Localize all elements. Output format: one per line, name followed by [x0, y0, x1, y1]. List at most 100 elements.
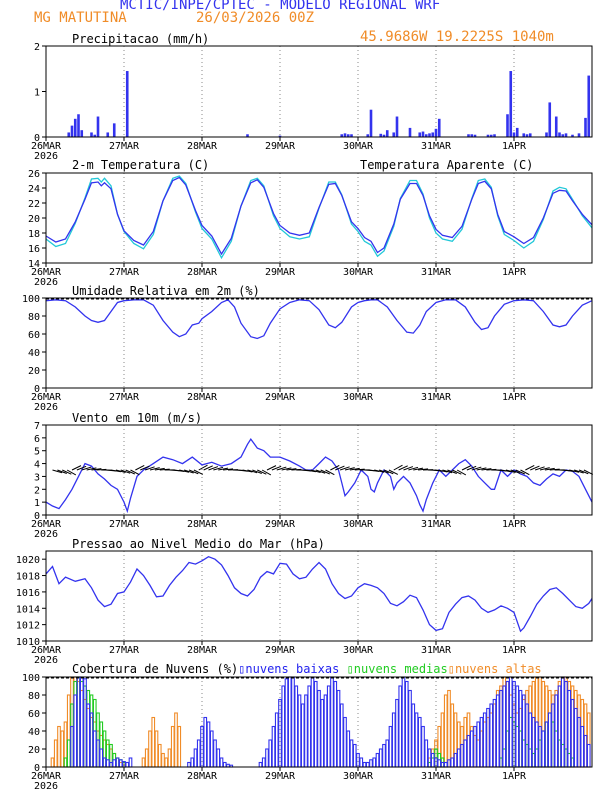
- wind-barb: [110, 469, 121, 473]
- low-cloud-bar: [365, 761, 370, 768]
- day-label: 28MAR: [187, 267, 218, 278]
- wind-barb: [91, 468, 102, 471]
- y-tick-label: 1010: [16, 637, 40, 648]
- wind-barb: [193, 469, 204, 475]
- precip-bar: [385, 130, 389, 137]
- low-cloud-bar: [73, 694, 78, 768]
- low-cloud-bar: [398, 685, 403, 768]
- y-tick-label: 60: [28, 709, 40, 720]
- wind-barb: [569, 469, 580, 473]
- wind-barb: [339, 466, 350, 471]
- low-cloud-bar: [547, 712, 552, 768]
- low-cloud-bar: [109, 761, 113, 768]
- wind-barb: [515, 469, 525, 475]
- day-label: 29MAR: [265, 645, 296, 656]
- day-label: 30MAR: [343, 267, 374, 278]
- y-tick-label: 100: [22, 673, 40, 684]
- y-tick-label: 20: [28, 214, 40, 225]
- wind-barb: [330, 464, 340, 471]
- wind-barb: [144, 466, 155, 471]
- day-label: 29MAR: [265, 392, 296, 403]
- high-cloud-bar: [443, 694, 448, 768]
- wind-barb: [578, 469, 589, 475]
- day-label: 30MAR: [343, 519, 374, 530]
- year-label: 2026: [34, 402, 58, 413]
- low-cloud-bar: [447, 759, 451, 768]
- mid-clouds-legend: nuvens medias: [353, 662, 448, 676]
- panel-frame: [45, 424, 593, 516]
- precip-bar: [343, 133, 347, 137]
- precip-bar: [554, 116, 558, 137]
- wind-barb: [500, 469, 511, 473]
- wind-barb: [213, 466, 224, 471]
- day-label: 29MAR: [265, 519, 296, 530]
- low-cloud-bar: [284, 678, 289, 768]
- low-cloud-bar: [508, 676, 513, 768]
- low-cloud-bar: [391, 712, 396, 768]
- wind-barb: [534, 466, 545, 471]
- low-cloud-bar: [499, 689, 503, 768]
- y-tick-label: 0: [34, 511, 40, 522]
- precip-bar: [431, 132, 435, 137]
- low-cloud-bar: [521, 694, 526, 768]
- temp-panel-title: 2-m Temperatura (C): [72, 158, 210, 172]
- y-tick-label: 1: [34, 498, 40, 509]
- humidity-line: [45, 299, 593, 340]
- wind-barb: [71, 465, 82, 471]
- y-tick-label: 1020: [16, 555, 40, 566]
- wind-barb: [179, 469, 190, 473]
- y-tick-label: 1016: [16, 588, 40, 599]
- day-label: 1APR: [502, 392, 527, 403]
- low-cloud-bar: [586, 743, 591, 768]
- wind-barb: [374, 469, 385, 473]
- day-label: 28MAR: [187, 519, 218, 530]
- precip-bar: [467, 134, 470, 137]
- y-tick-label: 40: [28, 727, 40, 738]
- low-cloud-bar: [401, 676, 406, 768]
- low-cloud-bar: [541, 730, 546, 768]
- day-label: 31MAR: [421, 771, 452, 782]
- day-label: 29MAR: [265, 267, 296, 278]
- wind-barb: [120, 469, 131, 474]
- high-cloud-bar: [167, 748, 172, 768]
- low-cloud-bar: [209, 730, 214, 768]
- wind-panel-title: Vento em 10m (m/s): [72, 411, 203, 425]
- wind-barb: [247, 469, 258, 474]
- low-cloud-bar: [369, 759, 373, 768]
- low-cloud-bar: [352, 743, 357, 768]
- day-label: 1APR: [502, 141, 527, 152]
- y-tick-label: 80: [28, 691, 40, 702]
- low-cloud-bar: [112, 759, 117, 768]
- low-cloud-bar: [200, 725, 204, 768]
- y-tick-label: 40: [28, 348, 40, 359]
- low-cloud-bar: [505, 680, 510, 768]
- y-tick-label: 20: [28, 745, 40, 756]
- precip-bar: [90, 132, 93, 137]
- low-cloud-bar: [268, 739, 273, 768]
- precip-bar: [340, 134, 344, 137]
- day-label: 29MAR: [265, 141, 296, 152]
- chart-main-title: MCTIC/INPE/CPTEC - MODELO REGIONAL WRF: [120, 0, 441, 13]
- high-cloud-bar: [60, 730, 65, 768]
- low-cloud-bar: [476, 721, 481, 768]
- low-cloud-bar: [414, 712, 419, 768]
- wind-barb: [476, 467, 487, 471]
- y-tick-label: 2: [34, 42, 40, 53]
- wind-barb: [335, 465, 345, 471]
- low-cloud-bar: [70, 725, 74, 768]
- wind-barb: [62, 469, 72, 475]
- low-cloud-bar: [463, 739, 468, 768]
- wind-barb: [281, 467, 292, 471]
- day-label: 31MAR: [421, 645, 452, 656]
- day-label: 30MAR: [343, 645, 374, 656]
- wind-barb: [310, 469, 321, 473]
- precip-bar: [486, 134, 490, 137]
- low-cloud-bar: [76, 676, 81, 768]
- low-cloud-bar: [450, 757, 455, 768]
- low-cloud-bar: [287, 676, 292, 768]
- wind-barb: [140, 465, 150, 471]
- precip-bar: [493, 134, 496, 137]
- low-cloud-bar: [560, 676, 565, 768]
- low-cloud-bar: [525, 703, 529, 768]
- pressure-line: [45, 555, 593, 633]
